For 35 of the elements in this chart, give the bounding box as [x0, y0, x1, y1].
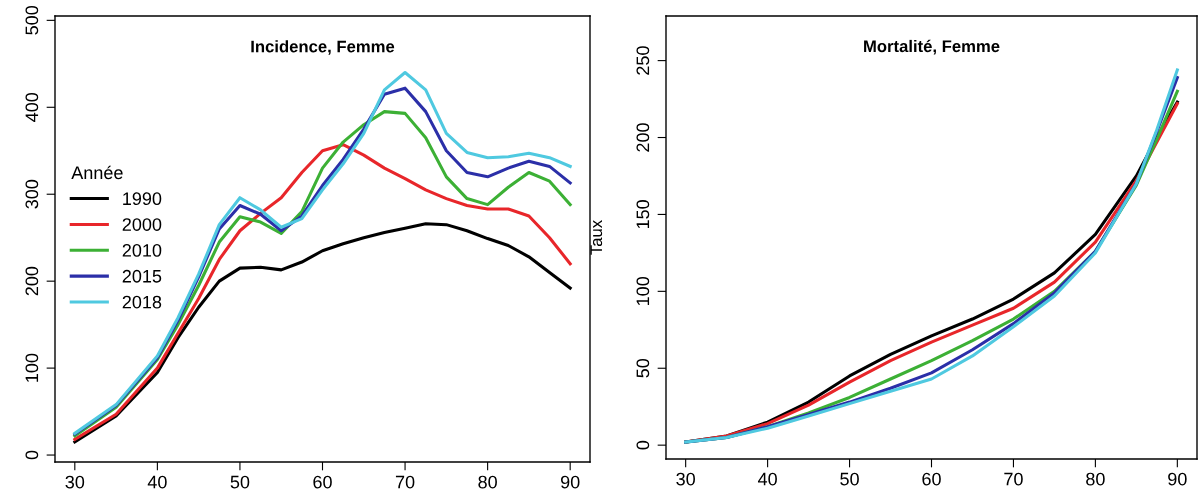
x-tick-label: 50: [230, 475, 250, 489]
text: Incidence, Femme: [251, 40, 395, 55]
y-tick-label: 0: [636, 440, 650, 450]
x-tick-label: 30: [65, 475, 85, 489]
x-tick-label: 80: [478, 475, 497, 489]
x-tick-label: 30: [676, 472, 695, 486]
y-tick-label: 500: [25, 5, 39, 35]
y-tick-label: 250: [636, 46, 650, 75]
text: Mortalité, Femme: [864, 39, 1000, 55]
y-tick-label: 300: [25, 179, 39, 209]
x-tick-label: 40: [147, 475, 167, 489]
x-tick-label: 40: [757, 472, 777, 486]
x-tick-label: 60: [313, 475, 332, 489]
y-tick-label: 400: [25, 92, 39, 122]
legend-label: 2000: [122, 218, 162, 231]
x-tick-label: 90: [560, 475, 580, 489]
y-tick-label: 100: [636, 276, 650, 306]
x-tick-label: 60: [922, 472, 941, 486]
legend-title: Année: [71, 165, 123, 180]
y-tick-label: 100: [25, 353, 39, 382]
y-tick-label: 50: [636, 358, 650, 378]
x-tick-label: 70: [395, 475, 415, 489]
y-tick-label: 0: [25, 450, 39, 460]
legend-label: 2010: [122, 243, 162, 257]
y-tick-label: 200: [25, 266, 39, 296]
x-tick-label: 80: [1086, 472, 1105, 486]
x-tick-label: 50: [840, 472, 859, 486]
y-axis-title: Taux: [590, 220, 603, 255]
legend-label: 1990: [123, 192, 162, 206]
x-tick-label: 90: [1168, 472, 1187, 486]
y-tick-label: 200: [636, 123, 650, 152]
x-tick-label: 70: [1004, 472, 1023, 486]
y-tick-label: 150: [636, 200, 650, 229]
legend-label: 2015: [122, 269, 162, 283]
legend-label: 2018: [122, 295, 162, 309]
